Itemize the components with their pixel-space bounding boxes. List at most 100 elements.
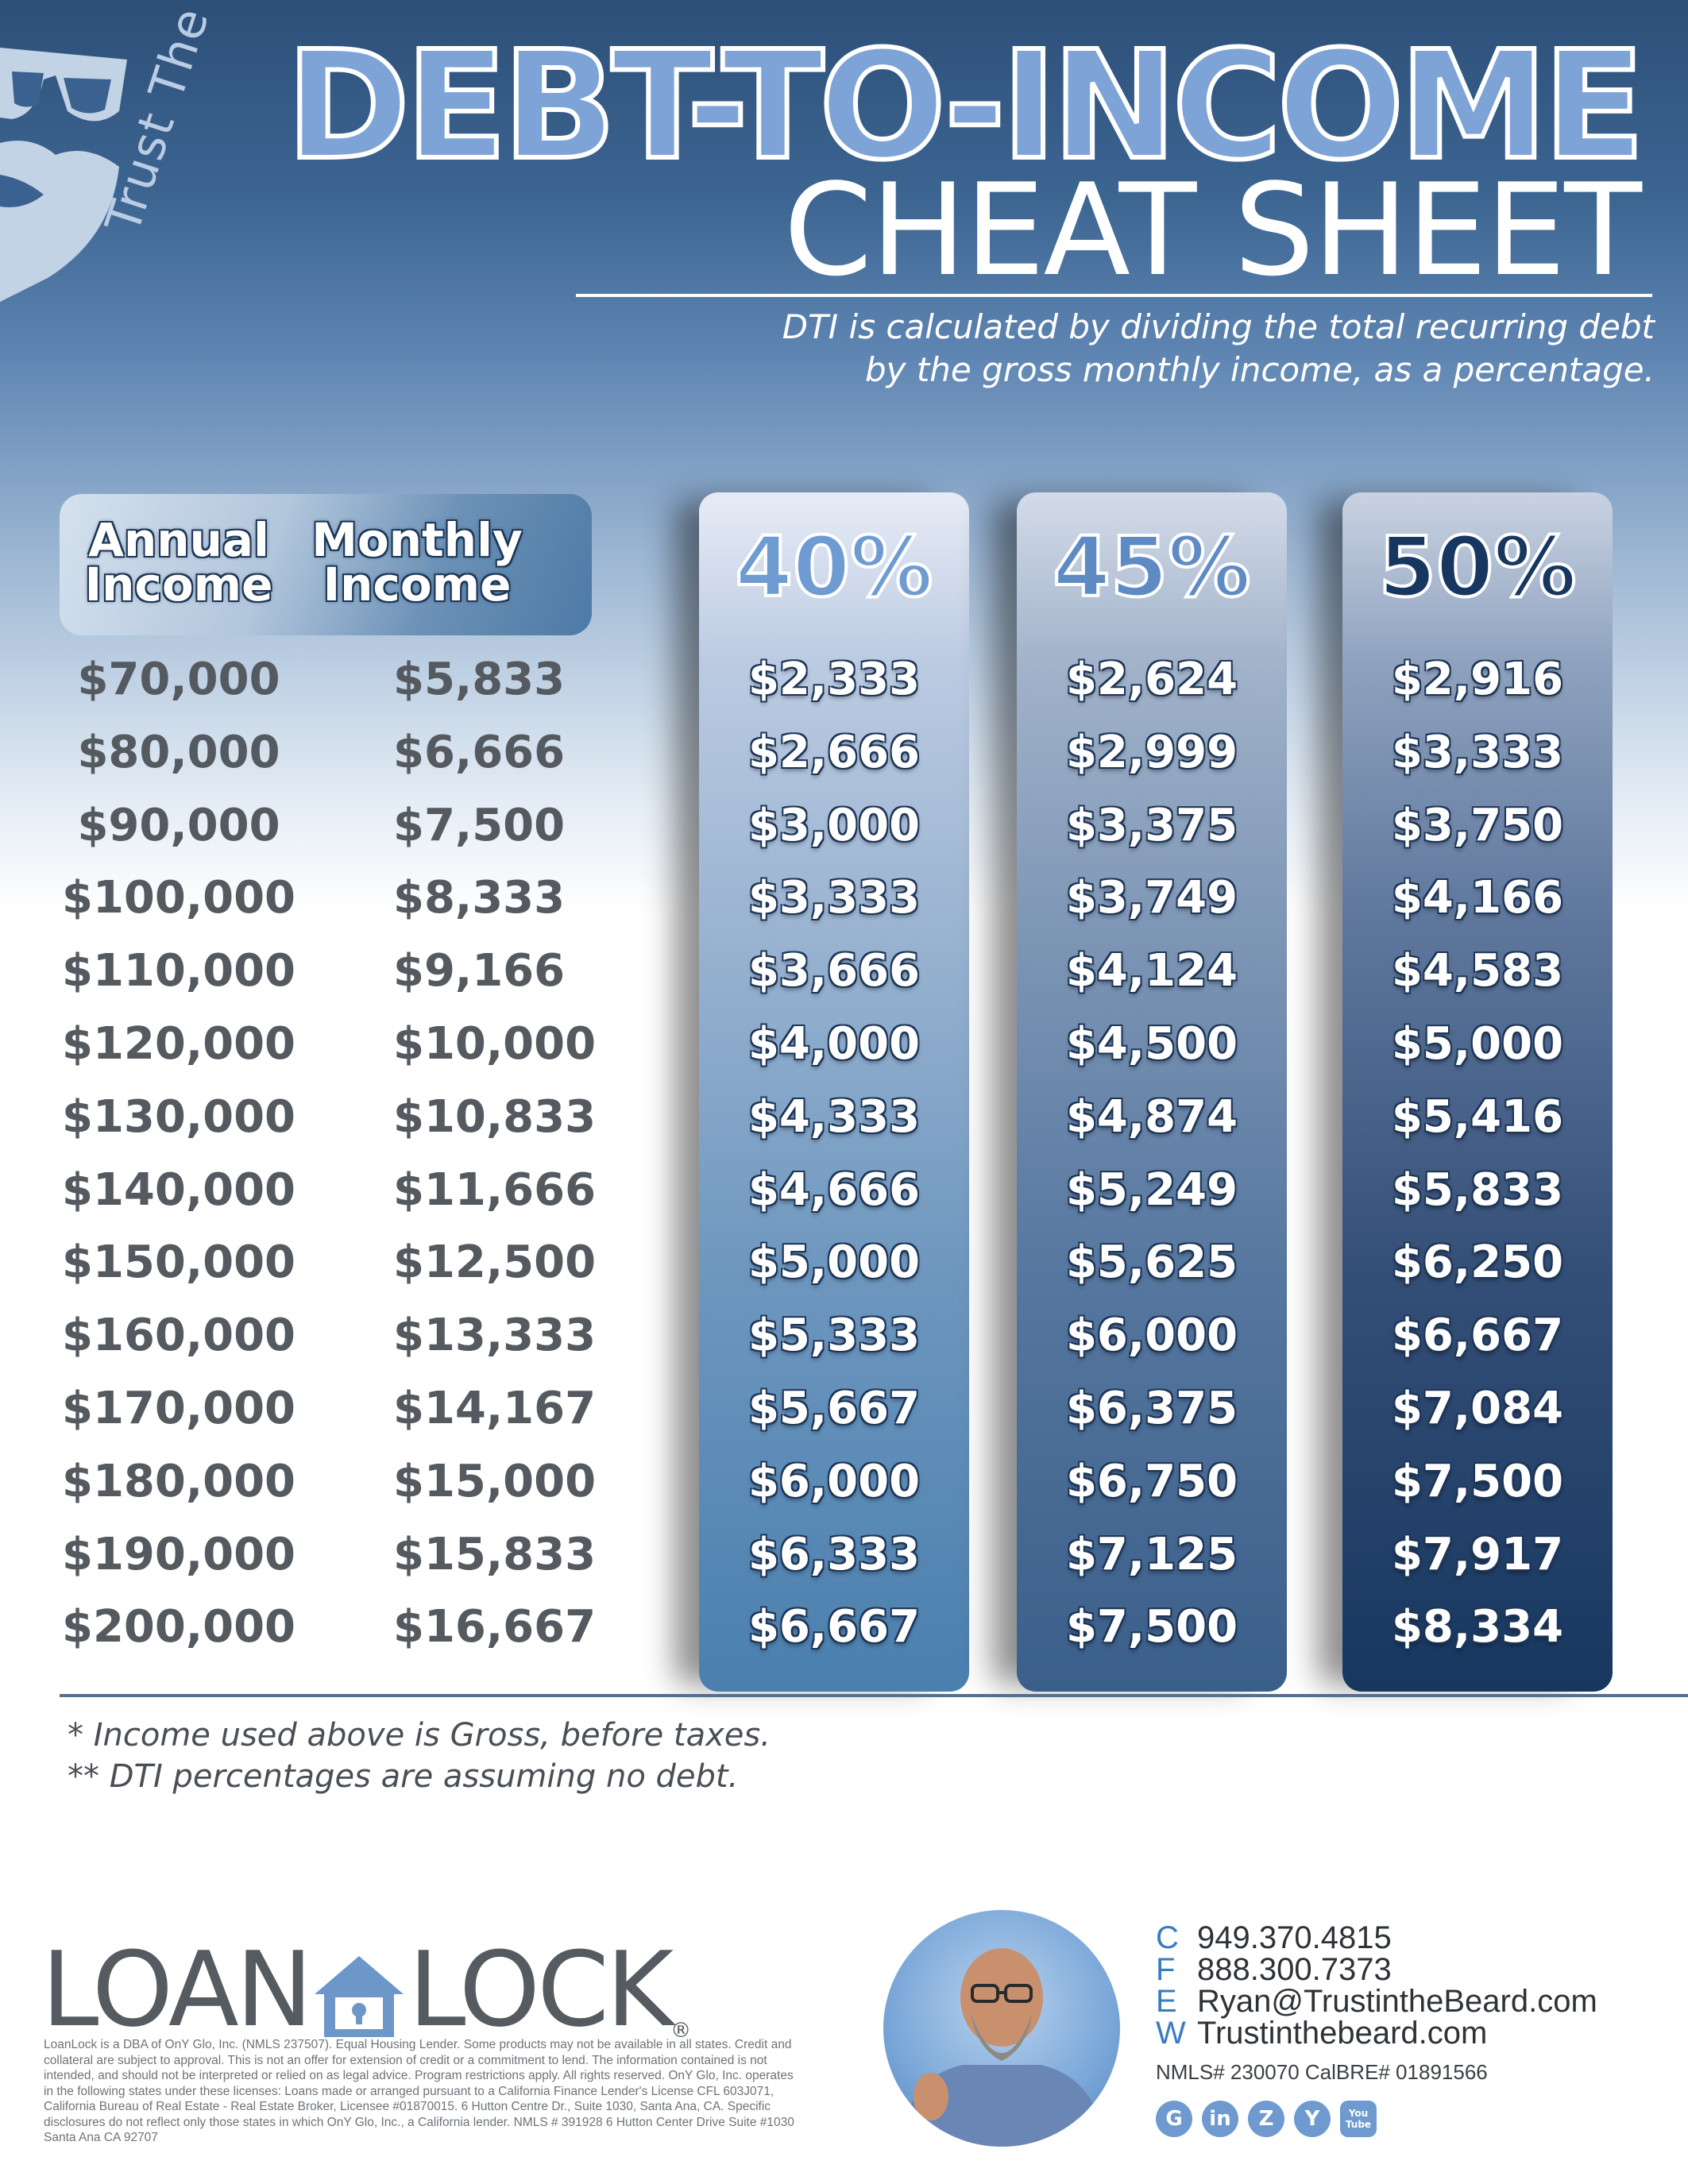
dti-value: $6,333	[747, 1528, 921, 1580]
dti-value: $5,000	[747, 1237, 921, 1289]
dti-value: $3,333	[747, 872, 921, 924]
social-links: G in Z Y You Tube	[1156, 2101, 1597, 2137]
annual-income-value: $130,000	[61, 1090, 296, 1143]
phone-value: 949.370.4815	[1197, 1920, 1392, 1955]
income-row: $70,000 $5,833	[60, 643, 600, 716]
web-value: Trustinthebeard.com	[1197, 2016, 1488, 2051]
annual-income-value: $80,000	[77, 726, 280, 778]
dti-value: $4,166	[1391, 872, 1564, 924]
monthly-income-value: $10,833	[393, 1090, 597, 1143]
income-row: $140,000 $11,666	[60, 1154, 600, 1227]
dti-value: $4,666	[747, 1163, 921, 1216]
logo-right: LOCK	[408, 1929, 674, 2050]
email-value: Ryan@TrustintheBeard.com	[1197, 1984, 1597, 2019]
dti-value: $4,874	[1065, 1090, 1238, 1143]
dti-value: $6,250	[1391, 1237, 1564, 1289]
contact-email[interactable]: E Ryan@TrustintheBeard.com	[1156, 1985, 1597, 2017]
yelp-icon[interactable]: Y	[1294, 2101, 1331, 2137]
dti-column-40: 40% $2,333 $2,666 $3,000 $3,333 $3,666 $4,000…	[699, 492, 969, 1692]
income-row: $170,000 $14,167	[60, 1372, 600, 1445]
income-row: $110,000 $9,166	[60, 935, 600, 1008]
dti-column-45: 45% $2,624 $2,999 $3,375 $3,749 $4,124 $4,500…	[1017, 492, 1287, 1692]
annual-income-header: Annual Income	[60, 513, 298, 612]
monthly-header-line1: Monthly	[311, 513, 523, 567]
dti-value: $3,750	[1391, 799, 1564, 851]
dti-value: $4,000	[747, 1018, 921, 1070]
youtube-icon[interactable]: You Tube	[1340, 2101, 1377, 2137]
income-row: $130,000 $10,833	[60, 1081, 600, 1154]
dti-value: $5,249	[1065, 1163, 1238, 1216]
monthly-income-value: $11,666	[393, 1163, 597, 1216]
monthly-income-value: $9,166	[393, 945, 566, 997]
dti-value: $3,000	[747, 799, 921, 851]
contact-phone[interactable]: C 949.370.4815	[1156, 1922, 1597, 1954]
monthly-income-value: $16,667	[393, 1601, 597, 1653]
dti-header-50: 50%	[1377, 519, 1578, 615]
dti-value: $4,583	[1391, 945, 1564, 997]
annual-income-value: $100,000	[61, 872, 296, 924]
monthly-income-value: $13,333	[393, 1310, 597, 1362]
dti-value: $6,000	[1065, 1310, 1238, 1362]
dti-header-45: 45%	[1052, 519, 1253, 615]
annual-income-value: $90,000	[77, 799, 280, 851]
annual-income-value: $140,000	[61, 1163, 296, 1216]
dti-value: $7,917	[1391, 1528, 1564, 1580]
dti-value: $7,500	[1065, 1601, 1238, 1653]
subtitle-line2: by the gross monthly income, as a percen…	[864, 350, 1655, 389]
annual-income-value: $110,000	[61, 945, 296, 997]
annual-header-line2: Income	[84, 558, 273, 612]
avatar	[883, 1910, 1120, 2147]
monthly-income-value: $15,000	[393, 1455, 597, 1507]
table-bottom-divider	[60, 1694, 1688, 1697]
dti-value: $7,500	[1391, 1455, 1564, 1507]
title-line1: DEBT-TO-INCOME	[284, 19, 1647, 193]
zillow-icon[interactable]: Z	[1248, 2101, 1284, 2137]
annual-income-value: $150,000	[61, 1237, 296, 1289]
dti-header-40: 40%	[734, 519, 935, 615]
monthly-income-value: $10,000	[393, 1018, 597, 1070]
dti-value: $5,000	[1391, 1018, 1564, 1070]
dti-value: $2,624	[1065, 654, 1238, 705]
dti-value: $5,833	[1391, 1163, 1564, 1216]
annual-header-line1: Annual	[88, 513, 269, 567]
income-row: $200,000 $16,667	[60, 1591, 600, 1664]
beard-glasses-icon	[0, 48, 127, 302]
linkedin-icon[interactable]: in	[1202, 2101, 1238, 2137]
income-row: $80,000 $6,666	[60, 716, 600, 789]
subtitle-line1: DTI is calculated by dividing the total …	[782, 307, 1655, 346]
dti-value: $4,333	[747, 1090, 921, 1143]
income-row: $90,000 $7,500	[60, 789, 600, 862]
dti-value: $3,333	[1391, 726, 1564, 778]
income-row: $180,000 $15,000	[60, 1445, 600, 1518]
google-icon[interactable]: G	[1156, 2101, 1192, 2137]
title-line2: CHEAT SHEET	[783, 156, 1642, 304]
monthly-income-value: $14,167	[393, 1383, 597, 1434]
contact-fax[interactable]: F 888.300.7373	[1156, 1954, 1597, 1985]
dti-value: $7,125	[1065, 1528, 1238, 1580]
monthly-income-value: $12,500	[393, 1237, 597, 1289]
monthly-header-line2: Income	[323, 558, 512, 612]
income-row: $190,000 $15,833	[60, 1518, 600, 1592]
house-lock-icon	[315, 1956, 404, 2038]
annual-income-value: $190,000	[61, 1528, 296, 1580]
annual-income-value: $120,000	[61, 1018, 296, 1070]
annual-income-value: $160,000	[61, 1310, 296, 1362]
fax-value: 888.300.7373	[1197, 1952, 1392, 1987]
subtitle: DTI is calculated by dividing the total …	[622, 306, 1655, 392]
contact-website[interactable]: W Trustinthebeard.com	[1156, 2017, 1597, 2049]
dti-value: $6,667	[747, 1601, 921, 1653]
annual-income-value: $200,000	[61, 1601, 296, 1653]
monthly-income-value: $7,500	[393, 799, 566, 851]
monthly-income-value: $5,833	[393, 654, 566, 705]
dti-value: $3,666	[747, 945, 921, 997]
person-portrait-icon	[899, 1948, 1106, 2147]
annual-income-value: $170,000	[61, 1383, 296, 1434]
dti-value: $5,625	[1065, 1237, 1238, 1289]
dti-value: $5,333	[747, 1310, 921, 1362]
dti-value: $6,750	[1065, 1455, 1238, 1507]
brand-logo: Trust The Beard	[0, 0, 272, 349]
monthly-income-header: Monthly Income	[298, 513, 536, 612]
dti-value: $2,999	[1065, 726, 1238, 778]
dti-value: $8,334	[1391, 1601, 1564, 1653]
dti-value: $3,749	[1065, 872, 1238, 924]
